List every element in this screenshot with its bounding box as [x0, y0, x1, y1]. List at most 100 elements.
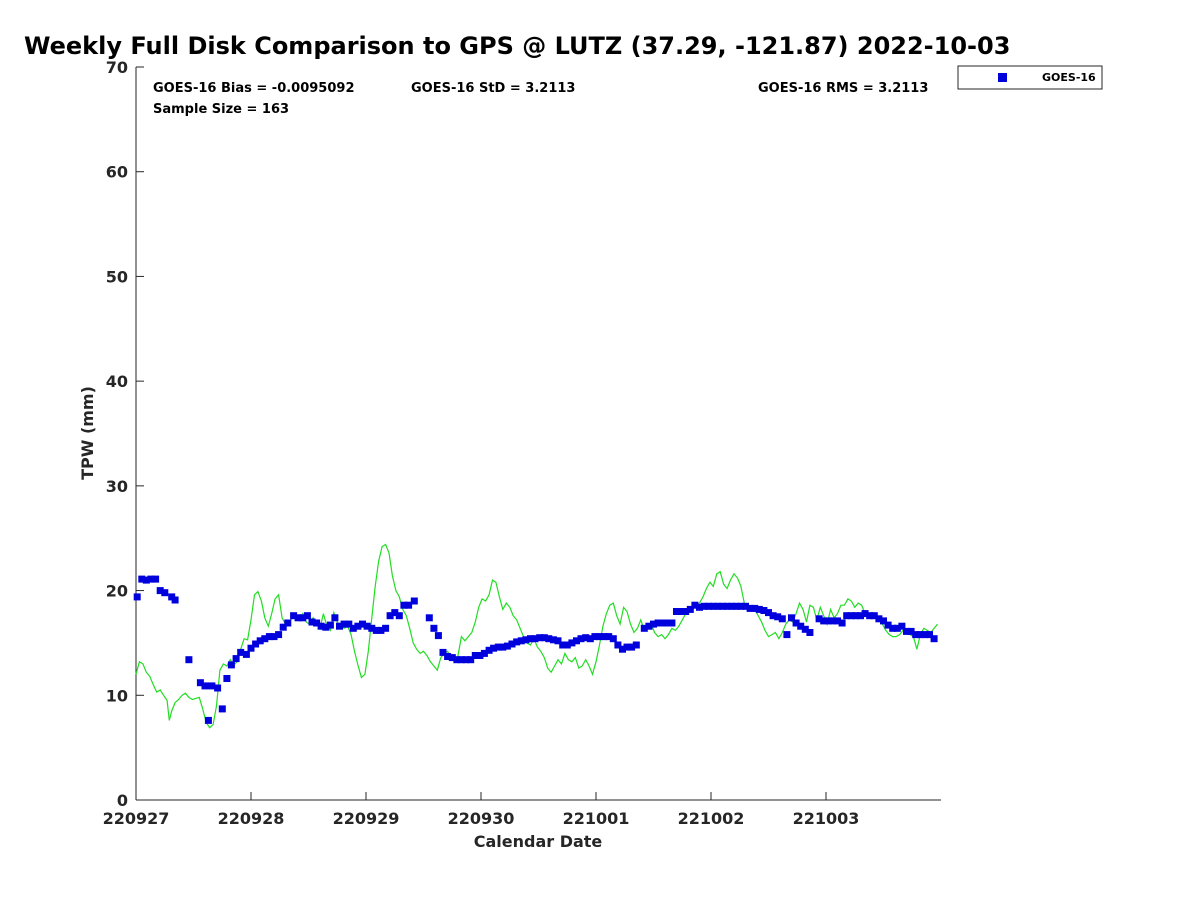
y-tick-label: 30 — [106, 477, 128, 496]
goes16-data-point — [605, 633, 613, 641]
goes16-data-point — [522, 636, 530, 644]
goes16-data-point — [838, 619, 846, 627]
goes16-data-point — [719, 602, 726, 610]
goes16-data-point — [861, 610, 869, 618]
goes16-data-point — [261, 635, 269, 643]
goes16-data-point — [256, 637, 264, 645]
goes16-data-point — [870, 612, 878, 620]
stat-rms: GOES-16 RMS = 3.2113 — [758, 81, 928, 96]
goes16-data-point — [540, 634, 548, 642]
goes16-data-point — [457, 656, 465, 664]
goes16-data-point — [290, 612, 298, 620]
goes16-data-point — [820, 617, 828, 625]
goes16-data-point — [916, 631, 924, 639]
x-tick-label: 220929 — [333, 809, 400, 828]
goes16-data-point — [395, 612, 403, 620]
stat-bias: GOES-16 Bias = -0.0095092 — [153, 81, 355, 96]
goes16-data-point — [857, 612, 864, 620]
goes16-data-point — [405, 601, 413, 609]
goes16-data-point — [568, 639, 576, 647]
goes16-data-point — [623, 643, 631, 651]
goes16-data-point — [284, 619, 292, 627]
goes16-data-point — [907, 627, 915, 635]
goes16-data-point — [663, 619, 671, 627]
goes16-data-point — [536, 634, 544, 642]
x-tick-label: 221003 — [793, 809, 860, 828]
legend: GOES-16 — [957, 65, 1103, 90]
goes16-data-point — [696, 603, 703, 611]
goes16-data-point — [705, 602, 713, 610]
goes16-data-point — [930, 635, 938, 643]
goes16-data-point — [400, 601, 408, 609]
goes16-data-point — [921, 631, 929, 639]
y-tick-label: 0 — [117, 791, 128, 810]
goes16-data-point — [232, 655, 240, 663]
goes16-data-point — [476, 652, 484, 659]
goes16-data-point — [270, 633, 278, 641]
goes16-data-point — [550, 636, 557, 644]
x-axis-label: Calendar Date — [474, 832, 603, 851]
goes16-data-point — [591, 633, 599, 641]
goes16-data-point — [354, 622, 362, 630]
goes16-data-point — [218, 705, 226, 713]
goes16-data-point — [628, 643, 636, 651]
goes16-data-point — [156, 587, 164, 595]
goes16-data-point — [668, 619, 676, 627]
goes16-data-point — [331, 614, 339, 622]
goes16-data-point — [797, 622, 805, 630]
goes16-data-point — [746, 604, 754, 612]
goes16-data-point — [755, 605, 763, 613]
goes16-data-point — [723, 602, 731, 610]
goes16-data-point — [485, 646, 493, 654]
goes16-data-point — [480, 649, 488, 657]
goes16-data-point — [201, 682, 209, 690]
goes16-data-point — [852, 612, 860, 620]
x-tick-label: 220928 — [218, 809, 285, 828]
y-tick-label: 50 — [106, 267, 128, 286]
goes16-data-point — [880, 617, 887, 625]
x-ticks: 220927 220928 220929 220930 221001 221002 2210… — [103, 792, 860, 828]
goes16-data-point — [640, 624, 648, 632]
goes16-data-point — [294, 614, 302, 622]
goes16-data-point — [573, 637, 580, 645]
goes16-data-point — [494, 643, 502, 651]
goes16-data-point — [774, 613, 782, 621]
goes16-data-point — [732, 602, 740, 610]
y-tick-label: 10 — [106, 686, 128, 705]
chart-title: Weekly Full Disk Comparison to GPS @ LUT… — [24, 32, 1010, 60]
plot-area — [136, 67, 941, 800]
goes16-data-point — [503, 642, 511, 650]
goes16-data-point — [252, 640, 260, 648]
goes16-data-point — [467, 656, 475, 664]
goes16-data-point — [884, 621, 892, 629]
goes16-data-point — [345, 620, 353, 628]
goes16-data-point — [596, 633, 603, 641]
goes16-data-point — [382, 624, 390, 632]
goes16-data-point — [185, 656, 193, 664]
goes16-data-point — [462, 656, 470, 664]
goes16-data-point — [788, 614, 795, 622]
goes16-data-point — [133, 593, 141, 601]
goes16-data-point — [609, 635, 617, 643]
goes16-data-point — [577, 635, 585, 643]
goes16-data-point — [682, 608, 690, 615]
goes16-data-point — [783, 631, 791, 639]
goes16-data-point — [208, 682, 216, 690]
goes16-data-point — [336, 622, 343, 630]
goes16-data-point — [138, 575, 146, 583]
goes16-data-point — [527, 635, 534, 643]
goes16-data-point — [386, 612, 394, 620]
goes16-data-point — [531, 635, 539, 643]
goes16-data-point — [340, 620, 348, 628]
goes16-data-point — [769, 612, 777, 620]
goes16-data-point — [471, 652, 479, 659]
goes16-data-point — [824, 617, 832, 625]
goes16-data-point — [425, 614, 433, 622]
goes16-data-point — [650, 620, 657, 628]
goes16-data-point — [430, 624, 438, 632]
goes16-data-point — [686, 605, 694, 613]
goes16-data-point — [691, 601, 699, 609]
goes16-data-point — [317, 622, 325, 630]
goes16-data-point — [372, 626, 380, 634]
